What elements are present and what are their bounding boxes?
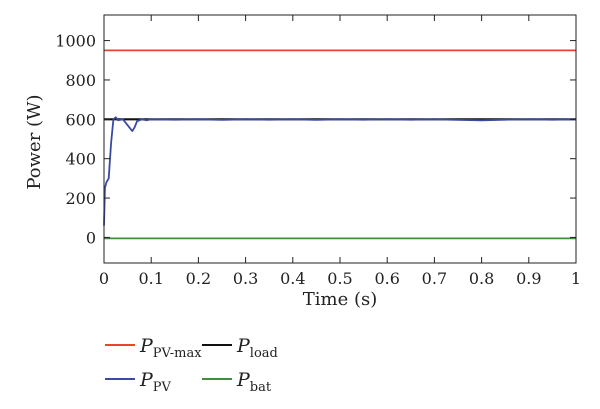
x-tick-label: 0.6 [374, 269, 399, 288]
x-tick-label: 0.7 [422, 269, 447, 288]
x-tick-label: 0.5 [327, 269, 352, 288]
plot-frame [103, 14, 577, 264]
y-tick-label: 200 [65, 189, 96, 208]
x-tick-label: 0.3 [233, 269, 258, 288]
x-tick-label: 1 [571, 269, 581, 288]
y-tick-label: 0 [86, 228, 96, 247]
legend-label-bat: Pbat [236, 369, 272, 395]
plot-area [103, 49, 577, 240]
legend-label-pv-max: PPV-max [139, 335, 202, 361]
axes: 0 0.1 0.2 0.3 0.4 0.5 0.6 0.7 0.8 0.9 1 0 200 400 600 8… [55, 14, 581, 288]
x-tick-label: 0.2 [186, 269, 211, 288]
y-tick-label: 600 [65, 110, 96, 129]
x-tick-label: 0.4 [280, 269, 305, 288]
legend-label-pv: PPV [139, 369, 172, 395]
y-tick-label: 400 [65, 150, 96, 169]
x-tick-label: 0.1 [138, 269, 163, 288]
x-tick-label: 0.9 [516, 269, 541, 288]
legend-label-load: Pload [236, 335, 278, 361]
x-tick-label: 0.8 [469, 269, 494, 288]
series-line-pv [103, 116, 577, 226]
x-tick-label: 0 [99, 269, 109, 288]
y-tick-label: 1000 [55, 32, 96, 51]
legend: PPV-max Pload PPV Pbat [105, 335, 278, 395]
y-axis-title: Power (W) [24, 94, 45, 189]
x-axis-title: Time (s) [303, 289, 378, 310]
y-tick-label: 800 [65, 71, 96, 90]
